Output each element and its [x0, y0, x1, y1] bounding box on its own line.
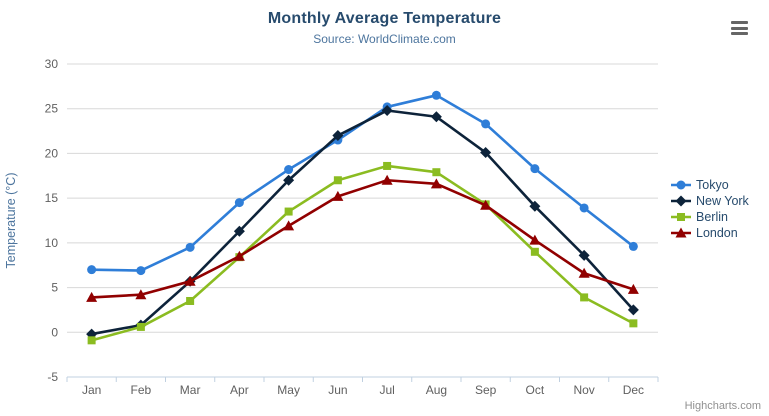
- chart-subtitle: Source: WorldClimate.com: [313, 32, 456, 46]
- data-point-new-york-Apr[interactable]: [233, 225, 245, 237]
- x-axis-label: Jun: [328, 383, 347, 397]
- data-point-london-Feb[interactable]: [135, 289, 147, 300]
- data-point-new-york-May[interactable]: [283, 174, 295, 186]
- legend-item-london[interactable]: London: [671, 225, 749, 241]
- series-line-new-york[interactable]: [90, 109, 635, 336]
- series-line-london[interactable]: [90, 178, 635, 299]
- data-point-london-Jul[interactable]: [381, 174, 393, 185]
- data-point-tokyo-Jan[interactable]: [87, 265, 97, 275]
- data-point-london-May[interactable]: [283, 220, 295, 231]
- data-point-london-Oct[interactable]: [529, 234, 541, 245]
- legend-label-new-york: New York: [696, 194, 749, 208]
- x-axis-label: Nov: [573, 383, 594, 397]
- legend-item-berlin[interactable]: Berlin: [671, 209, 749, 225]
- data-point-berlin-Jan[interactable]: [87, 336, 96, 345]
- data-point-berlin-May[interactable]: [284, 207, 293, 216]
- x-axis-label: Dec: [623, 383, 644, 397]
- legend-marker-triangle-icon: [671, 227, 691, 238]
- data-point-new-york-Oct[interactable]: [529, 200, 541, 212]
- data-point-tokyo-May[interactable]: [284, 165, 294, 175]
- legend-item-tokyo[interactable]: Tokyo: [671, 177, 749, 193]
- y-axis-label: 10: [45, 236, 59, 250]
- y-axis-label: 20: [45, 146, 59, 160]
- legend-marker-square-icon: [671, 213, 691, 221]
- legend-label-london: London: [696, 226, 738, 240]
- series-line-berlin[interactable]: [90, 164, 635, 342]
- data-point-london-Jan[interactable]: [86, 291, 98, 302]
- data-point-berlin-Jul[interactable]: [383, 161, 392, 170]
- data-point-berlin-Feb[interactable]: [136, 322, 145, 331]
- hamburger-icon: [731, 32, 748, 35]
- data-point-new-york-Jun[interactable]: [332, 130, 344, 142]
- highcharts-credit[interactable]: Highcharts.com: [684, 400, 761, 412]
- data-point-london-Sep[interactable]: [480, 199, 492, 210]
- data-point-new-york-Nov[interactable]: [578, 249, 590, 261]
- legend-symbol-new-york: [675, 195, 687, 207]
- data-point-london-Apr[interactable]: [233, 250, 245, 261]
- y-axis-label: 30: [45, 57, 59, 71]
- data-point-tokyo-Oct[interactable]: [530, 164, 540, 174]
- y-axis-label: 15: [45, 191, 59, 205]
- hamburger-icon: [731, 21, 748, 24]
- y-axis-title: Temperature (°C): [4, 173, 18, 269]
- data-point-new-york-Jul[interactable]: [381, 105, 393, 117]
- x-axis-label: Jul: [379, 383, 394, 397]
- data-point-london-Jun[interactable]: [332, 190, 344, 201]
- x-axis-label: Feb: [131, 383, 152, 397]
- data-point-tokyo-Aug[interactable]: [431, 90, 441, 100]
- data-point-london-Aug[interactable]: [430, 178, 442, 189]
- x-axis-label: Apr: [230, 383, 249, 397]
- x-axis-label: May: [277, 383, 300, 397]
- data-point-berlin-Jun[interactable]: [333, 176, 342, 185]
- legend: Tokyo New York Berlin London: [671, 177, 749, 241]
- data-point-tokyo-Feb[interactable]: [136, 266, 146, 276]
- legend-label-tokyo: Tokyo: [696, 178, 729, 192]
- legend-label-berlin: Berlin: [696, 210, 728, 224]
- data-point-london-Nov[interactable]: [578, 267, 590, 278]
- data-point-london-Mar[interactable]: [184, 275, 196, 286]
- x-axis-label: Jan: [82, 383, 101, 397]
- data-point-berlin-Oct[interactable]: [530, 247, 539, 256]
- legend-symbol-berlin: [677, 213, 685, 221]
- data-point-berlin-Nov[interactable]: [580, 293, 589, 302]
- y-axis-label: -5: [47, 370, 58, 384]
- x-axis-label: Aug: [426, 383, 447, 397]
- data-point-berlin-Mar[interactable]: [186, 296, 195, 305]
- y-axis-label: 5: [51, 281, 58, 295]
- data-point-tokyo-Mar[interactable]: [185, 242, 195, 252]
- data-point-tokyo-Apr[interactable]: [234, 198, 244, 208]
- y-axis-label: 0: [51, 325, 58, 339]
- data-point-new-york-Aug[interactable]: [430, 111, 442, 123]
- data-point-new-york-Sep[interactable]: [480, 147, 492, 159]
- x-axis-label: Mar: [180, 383, 201, 397]
- data-point-new-york-Dec[interactable]: [627, 304, 639, 316]
- legend-item-new-york[interactable]: New York: [671, 193, 749, 209]
- data-point-berlin-Aug[interactable]: [432, 168, 441, 177]
- legend-marker-circle-icon: [671, 180, 691, 190]
- x-axis-label: Oct: [526, 383, 545, 397]
- data-point-berlin-Dec[interactable]: [629, 319, 638, 328]
- data-point-tokyo-Dec[interactable]: [628, 241, 638, 251]
- y-axis-label: 25: [45, 102, 59, 116]
- legend-symbol-tokyo: [676, 180, 686, 190]
- legend-marker-diamond-icon: [671, 195, 691, 207]
- export-menu-button[interactable]: [730, 20, 749, 36]
- data-point-london-Dec[interactable]: [627, 283, 639, 294]
- data-point-tokyo-Sep[interactable]: [481, 119, 491, 129]
- x-axis-label: Sep: [475, 383, 497, 397]
- chart-title: Monthly Average Temperature: [267, 10, 502, 27]
- data-point-tokyo-Nov[interactable]: [579, 203, 589, 213]
- legend-symbol-london: [675, 227, 687, 238]
- hamburger-icon: [731, 26, 748, 30]
